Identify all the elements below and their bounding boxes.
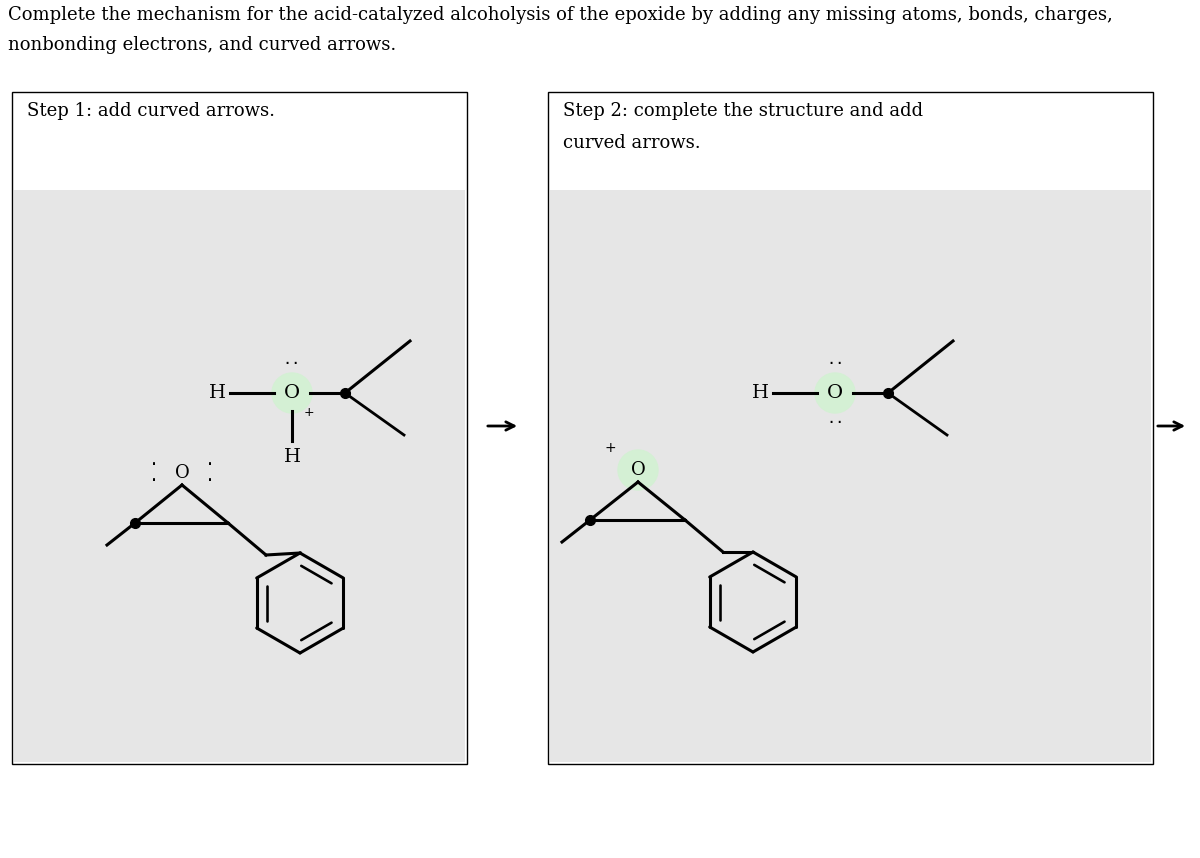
Text: +: +: [304, 407, 314, 420]
Text: O: O: [631, 461, 646, 479]
Text: Complete the mechanism for the acid-catalyzed alcoholysis of the epoxide by addi: Complete the mechanism for the acid-cata…: [8, 6, 1112, 24]
Text: ··: ··: [826, 355, 844, 371]
Circle shape: [272, 373, 312, 413]
Text: ·: ·: [149, 472, 158, 490]
Text: ·: ·: [205, 456, 215, 474]
Text: ··: ··: [283, 355, 301, 371]
Text: ·: ·: [205, 472, 215, 490]
Text: ·: ·: [149, 456, 158, 474]
Circle shape: [618, 450, 658, 490]
Bar: [14, 190, 466, 762]
Text: ··: ··: [826, 415, 844, 431]
Text: O: O: [284, 384, 300, 402]
Bar: [548, 92, 1153, 764]
Text: O: O: [175, 464, 190, 482]
Text: O: O: [827, 384, 844, 402]
Text: H: H: [209, 384, 226, 402]
Text: +: +: [604, 441, 616, 455]
Text: Step 1: add curved arrows.: Step 1: add curved arrows.: [28, 102, 275, 120]
Circle shape: [815, 373, 854, 413]
Text: Step 2: complete the structure and add: Step 2: complete the structure and add: [563, 102, 923, 120]
Text: H: H: [751, 384, 768, 402]
Text: H: H: [283, 448, 300, 466]
Text: curved arrows.: curved arrows.: [563, 134, 701, 152]
Text: nonbonding electrons, and curved arrows.: nonbonding electrons, and curved arrows.: [8, 36, 396, 54]
Bar: [550, 190, 1151, 762]
Bar: [12, 92, 467, 764]
